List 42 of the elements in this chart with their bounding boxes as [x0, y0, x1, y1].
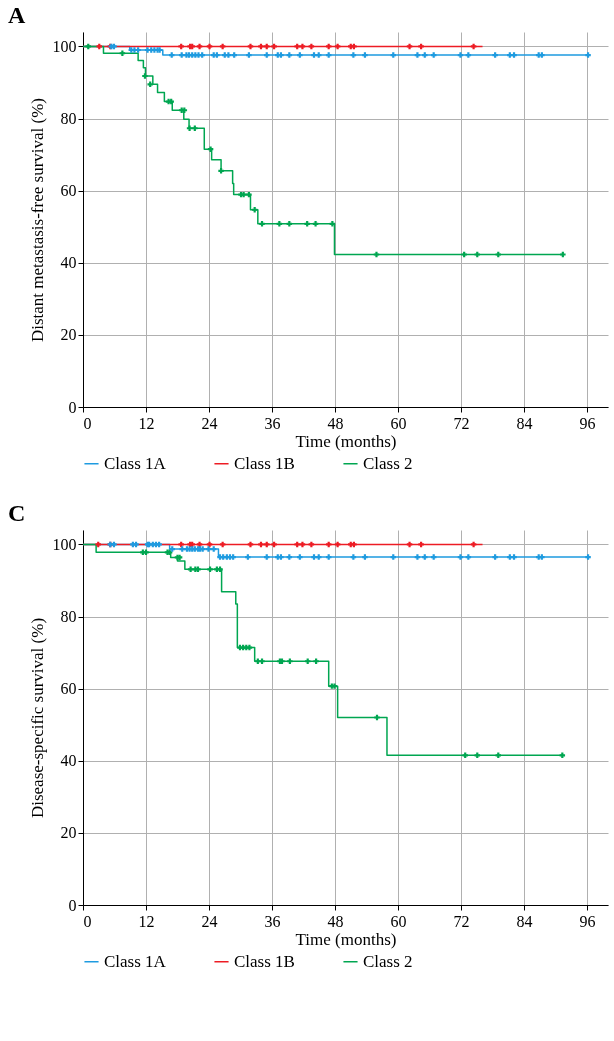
y-tick-label: 0: [68, 896, 77, 914]
x-axis-title: Time (months): [295, 431, 397, 451]
x-axis-title: Time (months): [295, 929, 397, 949]
y-tick-label: 20: [60, 824, 77, 842]
x-tick-label: 72: [453, 912, 470, 930]
x-tick-label: 60: [390, 414, 407, 432]
legend-label: Class 1B: [234, 453, 295, 473]
x-tick-label: 24: [201, 414, 218, 432]
legend-label: Class 2: [363, 453, 413, 473]
y-tick-label: 20: [60, 326, 77, 344]
legend-label: Class 2: [363, 951, 413, 971]
chart-title: C: [8, 500, 26, 526]
y-axis-title: Distant metastasis-free survival (%): [27, 97, 47, 343]
y-tick-label: 80: [60, 608, 77, 626]
x-tick-label: 12: [138, 912, 155, 930]
legend-label: Class 1A: [104, 951, 167, 971]
y-axis-title: Disease-specific survival (%): [27, 617, 47, 819]
x-tick-label: 72: [453, 414, 470, 432]
y-tick-label: 60: [60, 680, 77, 698]
legend-label: Class 1A: [104, 453, 167, 473]
x-tick-label: 60: [390, 912, 407, 930]
legend-label: Class 1B: [234, 951, 295, 971]
chart-title: A: [8, 2, 26, 28]
y-tick-label: 100: [52, 37, 77, 55]
x-tick-label: 24: [201, 912, 218, 930]
x-tick-label: 48: [327, 414, 344, 432]
y-tick-label: 40: [60, 752, 77, 770]
y-tick-label: 40: [60, 254, 77, 272]
x-tick-label: 36: [264, 414, 281, 432]
y-tick-label: 80: [60, 110, 77, 128]
x-tick-label: 96: [579, 912, 596, 930]
x-tick-label: 12: [138, 414, 155, 432]
y-tick-label: 100: [52, 535, 77, 553]
x-tick-label: 96: [579, 414, 596, 432]
x-tick-label: 84: [516, 414, 533, 432]
x-tick-label: 36: [264, 912, 281, 930]
y-tick-label: 0: [68, 398, 77, 416]
x-tick-label: 0: [83, 414, 92, 432]
x-tick-label: 48: [327, 912, 344, 930]
x-tick-label: 0: [83, 912, 92, 930]
y-tick-label: 60: [60, 182, 77, 200]
x-tick-label: 84: [516, 912, 533, 930]
